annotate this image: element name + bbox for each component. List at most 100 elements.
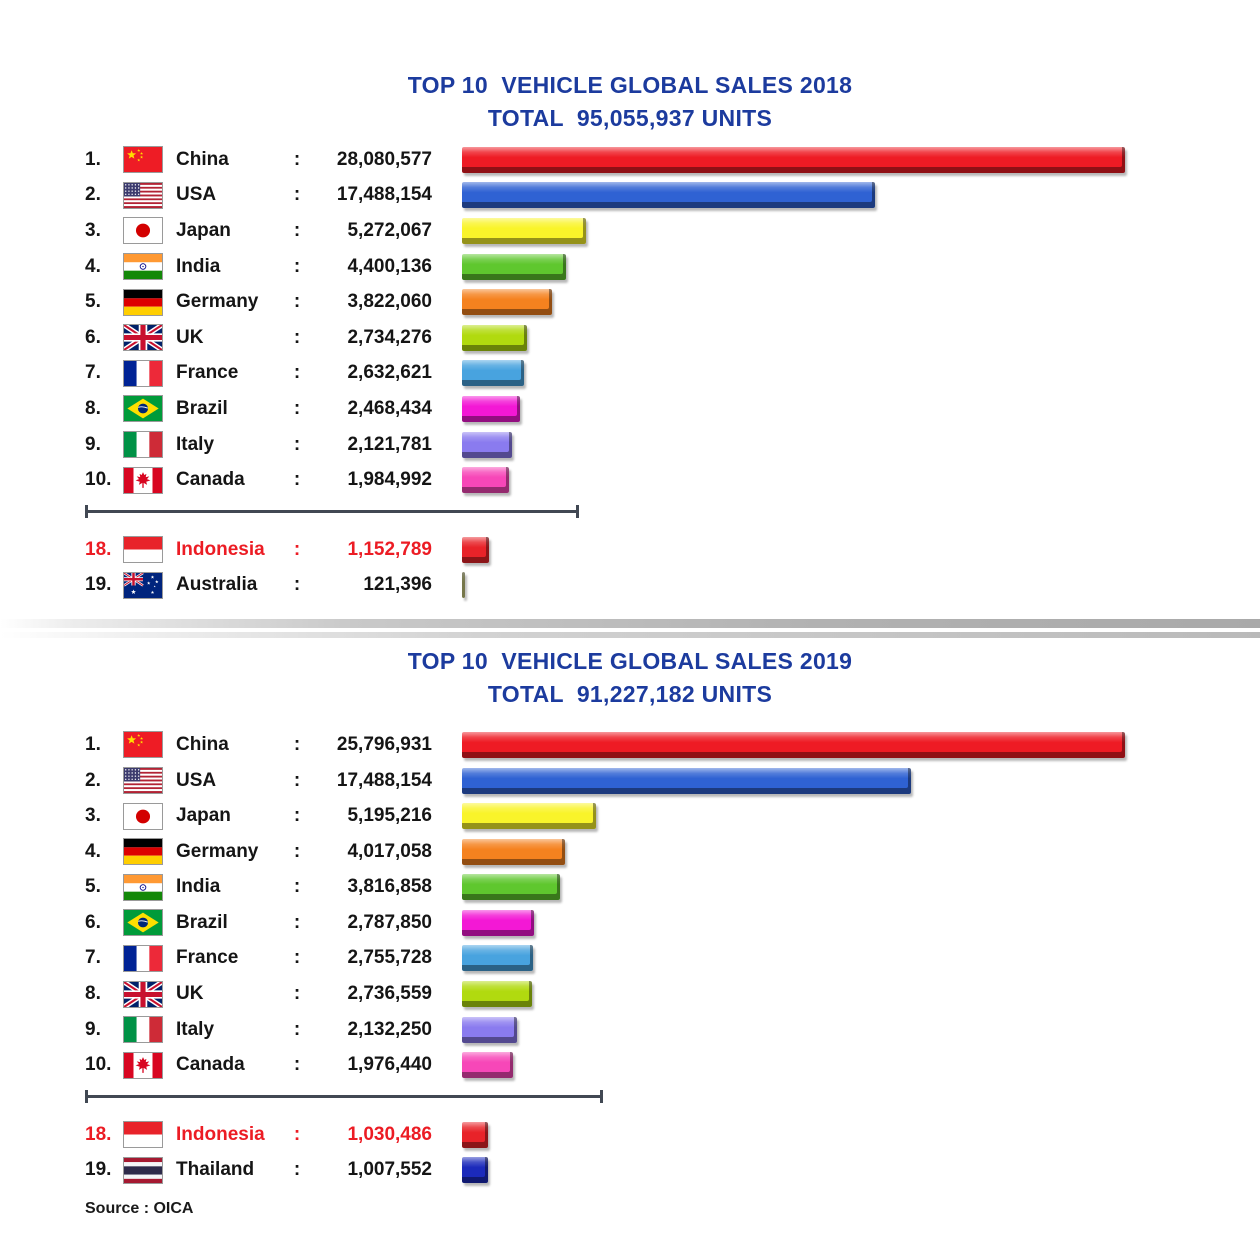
country-name: China — [176, 733, 229, 755]
country-name: India — [176, 255, 221, 277]
colon-separator: : — [293, 397, 301, 419]
colon-separator: : — [293, 255, 301, 277]
china-flag-icon — [123, 146, 163, 174]
country-name: Canada — [176, 469, 245, 491]
usa-flag-icon — [123, 181, 163, 209]
source-label: Source : OICA — [85, 1200, 194, 1218]
country-row-india: 4. India: 4,400,136 — [85, 249, 1260, 285]
bar-track — [462, 945, 533, 972]
country-row-france: 7. France: 2,632,621 — [85, 356, 1260, 392]
value-bar — [462, 803, 596, 830]
value-bar — [462, 253, 566, 280]
country-name: China — [176, 148, 229, 170]
value-label: 5,272,067 — [347, 219, 432, 241]
rank-label: 5. — [85, 291, 101, 313]
france-flag-icon — [123, 359, 163, 387]
country-name: Germany — [176, 291, 259, 313]
value-bar — [462, 431, 512, 458]
bar-track — [462, 182, 875, 209]
colon-separator: : — [293, 769, 301, 791]
colon-separator: : — [293, 362, 301, 384]
uk-flag-icon — [123, 324, 163, 352]
value-label: 28,080,577 — [336, 148, 432, 170]
bar-track — [462, 324, 527, 351]
value-bar — [462, 981, 532, 1008]
country-row-usa: 2. USA: 17,488,154 — [85, 178, 1260, 214]
value-bar — [462, 217, 586, 244]
rank-label: 4. — [85, 255, 101, 277]
rank-label: 19. — [85, 1159, 112, 1181]
value-label: 17,488,154 — [336, 184, 432, 206]
chart-2019-extra-rows: 18. Indonesia: 1,030,486 19. Thailand: 1,007,… — [85, 1117, 1260, 1188]
value-label: 2,121,781 — [347, 433, 432, 455]
value-label: 2,632,621 — [347, 362, 432, 384]
value-bar — [462, 572, 465, 599]
value-label: 2,755,728 — [347, 947, 432, 969]
value-bar — [462, 838, 565, 865]
country-name: Japan — [176, 805, 231, 827]
value-bar — [462, 1016, 517, 1043]
value-label: 2,736,559 — [347, 983, 432, 1005]
colon-separator: : — [293, 911, 301, 933]
bar-track — [462, 536, 489, 563]
bar-track — [462, 431, 512, 458]
chart-2018-title: TOP 10 VEHICLE GLOBAL SALES 2018 — [407, 72, 853, 98]
rank-label: 9. — [85, 433, 101, 455]
country-row-germany: 4. Germany: 4,017,058 — [85, 834, 1260, 870]
bracket-line — [85, 504, 579, 518]
country-name: Brazil — [176, 911, 228, 933]
country-row-germany: 5. Germany: 3,822,060 — [85, 284, 1260, 320]
value-bar — [462, 467, 509, 494]
france-flag-icon — [123, 944, 163, 972]
rank-label: 6. — [85, 911, 101, 933]
colon-separator: : — [293, 983, 301, 1005]
australia-flag-icon — [123, 571, 163, 599]
country-row-indonesia: 18. Indonesia: 1,030,486 — [85, 1117, 1260, 1153]
chart-2019-rank-gap-bracket — [85, 1090, 1260, 1111]
country-name: Thailand — [176, 1159, 255, 1181]
bar-track — [462, 981, 532, 1008]
colon-separator: : — [293, 184, 301, 206]
country-name: Brazil — [176, 397, 228, 419]
value-bar — [462, 874, 560, 901]
value-bar — [462, 395, 520, 422]
rank-label: 1. — [85, 148, 101, 170]
value-label: 4,400,136 — [347, 255, 432, 277]
country-name: USA — [176, 769, 217, 791]
bar-track — [462, 360, 524, 387]
country-row-china: 1. China: 28,080,577 — [85, 142, 1260, 178]
value-label: 2,468,434 — [347, 397, 432, 419]
bar-track — [462, 838, 565, 865]
country-row-india: 5. India: 3,816,858 — [85, 870, 1260, 906]
divider-band-top — [0, 619, 1260, 629]
value-bar — [462, 909, 534, 936]
country-name: Australia — [176, 574, 258, 596]
japan-flag-icon — [123, 217, 163, 245]
country-row-uk: 6. UK: 2,734,276 — [85, 320, 1260, 356]
value-bar — [462, 1157, 488, 1184]
rank-label: 6. — [85, 326, 101, 348]
italy-flag-icon — [123, 431, 163, 459]
bar-track — [462, 767, 911, 794]
colon-separator: : — [293, 876, 301, 898]
divider-band-bottom — [0, 632, 1260, 639]
country-row-france: 7. France: 2,755,728 — [85, 941, 1260, 977]
colon-separator: : — [293, 805, 301, 827]
country-row-thailand: 19. Thailand: 1,007,552 — [85, 1153, 1260, 1189]
rank-label: 10. — [85, 469, 112, 491]
indonesia-flag-icon — [123, 536, 163, 564]
chart-2018-rank-gap-bracket — [85, 504, 1260, 526]
rank-label: 19. — [85, 574, 112, 596]
country-name: Italy — [176, 1018, 215, 1040]
rank-label: 2. — [85, 184, 101, 206]
colon-separator: : — [293, 433, 301, 455]
country-row-usa: 2. USA: 17,488,154 — [85, 763, 1260, 799]
brazil-flag-icon — [123, 909, 163, 937]
rank-label: 5. — [85, 876, 101, 898]
colon-separator: : — [293, 469, 301, 491]
value-label: 1,152,789 — [347, 538, 432, 560]
country-name: India — [176, 876, 221, 898]
value-bar — [462, 324, 527, 351]
country-row-canada: 10. Canada: 1,984,992 — [85, 462, 1260, 498]
value-bar — [462, 1052, 513, 1079]
